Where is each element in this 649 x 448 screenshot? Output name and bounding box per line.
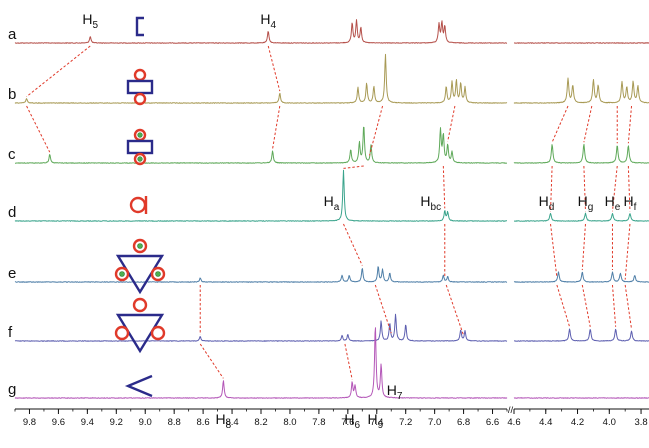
- peak-label-hf: Hf: [623, 193, 636, 213]
- x-tick-label: 3.8: [634, 417, 647, 428]
- correlation-line-22: [627, 165, 631, 212]
- x-tick-label: 7.6: [341, 417, 354, 428]
- correlation-line-24: [581, 223, 586, 271]
- spectrum-trace-b: [14, 53, 508, 104]
- row-labels: a b c d e f g: [8, 26, 17, 398]
- correlation-line-28: [581, 284, 591, 327]
- correlation-line-30: [624, 284, 633, 330]
- structure-icon-d: [129, 196, 148, 214]
- spectrum-trace-f: [514, 328, 649, 342]
- spectrum-trace-a: [514, 42, 649, 44]
- axis-break-mark: //: [508, 405, 514, 416]
- structure-icon-a: [135, 16, 144, 37]
- x-tick-label: 7.0: [428, 417, 441, 428]
- x-tick-label: 9.6: [52, 417, 65, 428]
- structure-icon-f: [114, 297, 166, 354]
- x-tick-label: 9.2: [110, 417, 123, 428]
- peak-label-ha: Ha: [324, 193, 340, 213]
- correlation-line-3: [272, 105, 281, 149]
- x-tick-label: 7.8: [312, 417, 325, 428]
- x-tick-label: 9.4: [81, 417, 94, 428]
- correlation-line-9: [442, 165, 446, 209]
- x-tick-label: 4.4: [539, 417, 552, 428]
- peak-label-hbc: Hbc: [420, 193, 441, 213]
- row-label-f: f: [8, 324, 13, 341]
- correlation-line-26: [624, 223, 631, 280]
- correlation-line-19: [550, 165, 553, 212]
- x-tick-label: 4.6: [507, 417, 520, 428]
- correlation-line-4: [369, 105, 384, 156]
- correlation-line-1: [26, 105, 51, 153]
- correlation-line-21: [611, 165, 618, 212]
- correlation-line-20: [583, 165, 586, 212]
- correlation-line-13: [199, 343, 224, 379]
- peak-label-hg: Hg: [578, 193, 594, 213]
- structure-icons: [114, 16, 166, 398]
- x-tick-label: 4.2: [571, 417, 584, 428]
- peak-label-h9: H9: [367, 411, 383, 431]
- correlation-line-7: [374, 284, 392, 334]
- peak-label-h7: H7: [387, 382, 403, 402]
- spectrum-trace-c: [15, 126, 507, 164]
- correlation-line-16: [583, 105, 593, 143]
- spectrum-trace-c: [513, 143, 649, 164]
- correlation-lines: [26, 45, 633, 380]
- spectrum-trace-d: [14, 169, 507, 222]
- correlation-line-2: [267, 45, 281, 92]
- spectrum-trace-d: [514, 212, 649, 222]
- peak-label-he: He: [605, 193, 621, 213]
- x-tick-label: 4.0: [603, 417, 616, 428]
- correlation-line-15: [551, 105, 569, 143]
- row-label-d: d: [8, 204, 16, 221]
- structure-icon-b: [126, 68, 154, 106]
- structure-icon-c: [126, 128, 154, 166]
- x-tick-label: 9.8: [23, 417, 36, 428]
- correlation-line-14: [344, 343, 353, 380]
- correlation-line-6: [343, 223, 363, 266]
- x-tick-label: 7.2: [399, 417, 412, 428]
- x-tick-label: 8.4: [225, 417, 238, 428]
- x-tick-label: 7.4: [370, 417, 383, 428]
- structure-icon-e: [114, 238, 166, 295]
- structure-icon-g: [124, 374, 153, 398]
- peak-label-hd: Hd: [539, 193, 555, 213]
- row-label-a: a: [8, 26, 17, 43]
- peak-label-h5: H5: [82, 11, 98, 31]
- correlation-line-27: [556, 284, 571, 328]
- correlation-line-8: [447, 105, 456, 142]
- spectrum-trace-b: [513, 77, 649, 104]
- spectrum-trace-g: [513, 397, 649, 399]
- x-tick-label: 6.8: [457, 417, 470, 428]
- correlation-line-5: [343, 165, 364, 169]
- row-label-g: g: [8, 381, 16, 398]
- spectrum-trace-g: [14, 327, 508, 399]
- spectra-traces: [14, 19, 649, 399]
- spectrum-trace-e: [513, 271, 649, 283]
- x-tick-label: 8.0: [283, 417, 296, 428]
- x-axis: 9.8 9.6 9.4 9.2 9.0 8.8 8.6 8.4 8.2 8.0 7.8 7.6 7.4 7…: [14, 405, 649, 428]
- peak-label-h8: H8: [216, 411, 232, 431]
- x-tick-label: 9.0: [139, 417, 152, 428]
- x-tick-label: 6.6: [486, 417, 499, 428]
- row-label-e: e: [8, 265, 16, 282]
- correlation-line-29: [611, 284, 617, 327]
- correlation-line-23: [550, 223, 558, 278]
- x-tick-label: 8.8: [168, 417, 181, 428]
- spectrum-trace-f: [14, 313, 508, 342]
- x-tick-label: 8.6: [197, 417, 210, 428]
- peak-label-h4: H4: [260, 11, 276, 31]
- x-tick-label: 8.2: [254, 417, 267, 428]
- spectrum-trace-e: [14, 266, 508, 283]
- correlation-line-18: [627, 105, 633, 144]
- peak-label-h6: H6: [344, 411, 360, 431]
- correlation-line-11: [445, 284, 465, 336]
- row-label-c: c: [8, 146, 16, 163]
- correlation-line-0: [26, 45, 91, 97]
- row-label-b: b: [8, 86, 16, 103]
- spectrum-trace-a: [14, 19, 508, 44]
